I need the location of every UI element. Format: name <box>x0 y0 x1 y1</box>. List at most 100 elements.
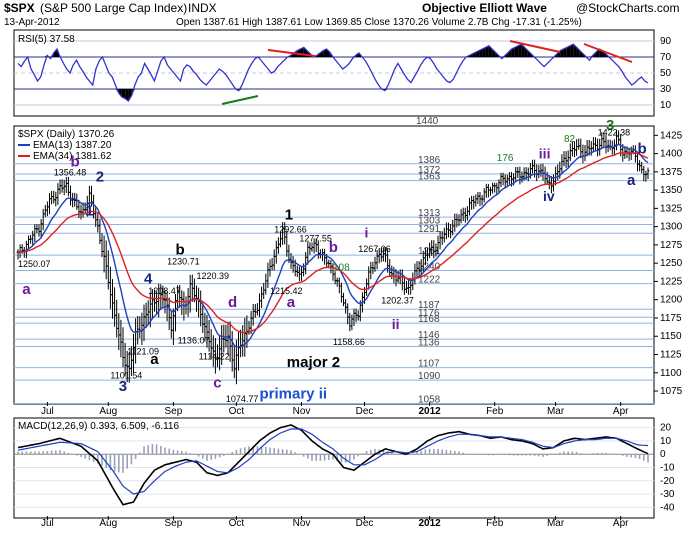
level-label: 1363 <box>418 172 441 183</box>
macd-histogram-bar <box>509 454 511 455</box>
wave-annotation: primary ii <box>260 385 328 402</box>
rsi-y-tick-label: 70 <box>660 52 672 63</box>
macd-histogram-bar <box>194 454 196 455</box>
macd-histogram-bar <box>147 445 149 454</box>
macd-histogram-bar <box>160 446 162 454</box>
x-tick-label: Aug <box>99 406 117 417</box>
macd-histogram-bar <box>609 453 611 454</box>
level-label: 1168 <box>418 314 440 325</box>
macd-histogram-bar <box>152 444 154 454</box>
macd-histogram-bar <box>534 454 536 456</box>
macd-histogram-bar <box>63 452 65 455</box>
macd-histogram-bar <box>236 450 238 454</box>
rsi-y-tick-label: 50 <box>660 68 672 79</box>
macd-histogram-bar <box>349 454 351 461</box>
macd-histogram-bar <box>399 454 401 455</box>
macd-histogram-bar <box>488 454 490 455</box>
macd-histogram-bar <box>80 454 82 457</box>
macd-y-tick-label: 0 <box>660 449 666 460</box>
x-tick-label: Oct <box>229 406 245 417</box>
wave-annotation: 1121.09 <box>127 347 159 357</box>
macd-histogram-bar <box>122 454 124 473</box>
macd-histogram-bar <box>584 454 586 455</box>
macd-histogram-bar <box>210 454 212 460</box>
macd-histogram-bar <box>517 454 519 455</box>
header-date: 13-Apr-2012 <box>4 17 60 28</box>
wave-annotation: 1215.42 <box>270 286 303 296</box>
macd-histogram-bar <box>420 450 422 454</box>
x-tick-label: Nov <box>293 406 311 417</box>
macd-histogram-bar <box>500 454 502 455</box>
macd-histogram-bar <box>307 454 309 459</box>
macd-histogram-bar <box>68 453 70 454</box>
wave-annotation: 1202.37 <box>381 295 414 305</box>
wave-annotation: i <box>365 225 369 241</box>
wave-annotation: 108 <box>333 262 350 273</box>
macd-histogram-bar <box>551 454 553 455</box>
macd-histogram-bar <box>513 454 515 455</box>
macd-histogram-bar <box>231 452 233 454</box>
wave-annotation: 1356.48 <box>54 167 87 177</box>
wave-annotation: iv <box>543 188 555 204</box>
macd-histogram-bar <box>189 453 191 454</box>
wave-annotation: c <box>213 374 221 391</box>
macd-histogram-bar <box>643 454 645 460</box>
wave-annotation: 1230.71 <box>167 257 200 267</box>
macd-histogram-bar <box>559 453 561 455</box>
macd-histogram-bar <box>597 453 599 454</box>
macd-histogram-bar <box>530 454 532 455</box>
y-tick-label: 1275 <box>660 240 683 251</box>
wave-annotation: d <box>228 294 237 311</box>
macd-histogram-bar <box>391 453 393 455</box>
macd-histogram-bar <box>143 446 145 454</box>
rsi-y-tick-label: 10 <box>660 100 672 111</box>
macd-histogram-bar <box>622 454 624 456</box>
macd-histogram-bar <box>462 453 464 455</box>
macd-histogram-bar <box>580 453 582 454</box>
x-tick-label: Feb <box>486 406 504 417</box>
macd-histogram-bar <box>59 450 61 454</box>
macd-y-tick-label: -40 <box>660 502 675 513</box>
macd-histogram-bar <box>135 454 137 459</box>
macd-histogram-bar <box>42 451 44 454</box>
macd-y-tick-label: -30 <box>660 489 675 500</box>
wave-annotation: 1277.55 <box>299 233 332 243</box>
macd-histogram-bar <box>492 454 494 455</box>
wave-annotation: b <box>329 239 338 256</box>
macd-histogram-bar <box>630 454 632 457</box>
wave-annotation: 1158.66 <box>333 337 365 347</box>
macd-y-tick-label: -10 <box>660 463 675 474</box>
macd-histogram-bar <box>366 451 368 454</box>
x-tick-label: Jul <box>41 406 54 417</box>
y-tick-label: 1125 <box>660 350 682 361</box>
macd-histogram-bar <box>215 454 217 459</box>
macd-histogram-bar <box>114 454 116 472</box>
wave-annotation: 1074.77 <box>226 394 259 404</box>
x-tick-label: Sep <box>165 406 183 417</box>
y-tick-label: 1425 <box>660 130 683 141</box>
macd-label: MACD(12,26,9) 0.393, 6.509, -6.116 <box>18 421 179 432</box>
wave-annotation: 1267.06 <box>358 244 391 254</box>
macd-histogram-bar <box>269 448 271 455</box>
wave-annotation: a <box>287 294 296 311</box>
wave-annotation: 1220.39 <box>197 271 230 281</box>
macd-histogram-bar <box>601 453 603 454</box>
macd-histogram-bar <box>311 454 313 461</box>
wave-annotation: 2 <box>96 168 104 185</box>
macd-histogram-bar <box>294 452 296 454</box>
macd-histogram-bar <box>244 447 246 454</box>
macd-histogram-bar <box>353 454 355 459</box>
y-tick-label: 1075 <box>660 386 683 397</box>
level-label: 1136 <box>418 337 440 348</box>
macd-histogram-bar <box>483 454 485 455</box>
macd-histogram-bar <box>290 450 292 454</box>
header-symbol: $SPX <box>4 1 35 15</box>
wave-annotation: ii <box>392 316 400 332</box>
macd-histogram-bar <box>546 454 548 456</box>
y-tick-label: 1325 <box>660 203 683 214</box>
macd-histogram-bar <box>576 452 578 454</box>
macd-histogram-bar <box>198 454 200 456</box>
header-name: (S&P 500 Large Cap Index) <box>40 1 187 15</box>
y-tick-label: 1175 <box>660 313 682 324</box>
